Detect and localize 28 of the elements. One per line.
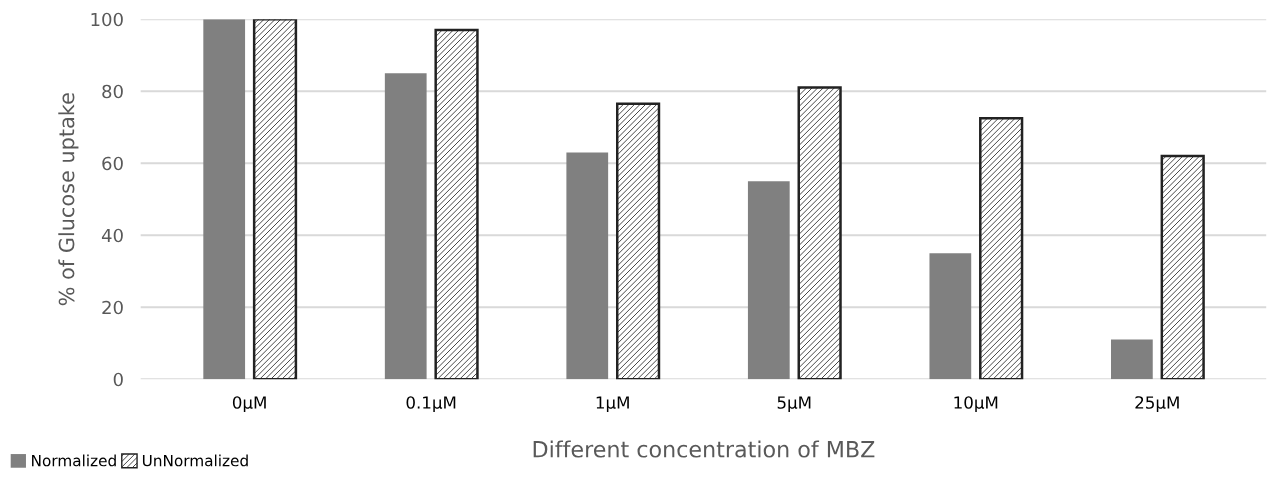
y-axis-title: % of Glucose uptake (58, 93, 79, 306)
x-tick-label: 1µM (596, 396, 629, 412)
y-tick-label: 80 (102, 84, 123, 99)
legend-label: UnNormalized (142, 454, 248, 467)
bar (566, 152, 609, 380)
y-tick-label: 100 (91, 12, 123, 27)
bar (1160, 154, 1205, 380)
x-tick-label: 5µM (777, 396, 811, 412)
x-tick-label: 0µM (232, 396, 266, 412)
y-tick-label: 20 (102, 300, 123, 315)
bar (203, 19, 246, 380)
bar (979, 116, 1024, 380)
bar (1111, 339, 1153, 380)
y-tick-label: 0 (113, 372, 123, 387)
bar (434, 28, 479, 380)
y-tick-label: 40 (101, 228, 123, 243)
bar (384, 73, 427, 380)
x-tick-label: 10µM (954, 396, 998, 412)
legend-label: Normalized (32, 454, 116, 467)
x-axis-title: Different concentration of MBZ (533, 440, 875, 458)
bar (252, 19, 298, 380)
bar (615, 102, 661, 380)
bar (747, 181, 790, 380)
bar (929, 253, 972, 380)
bar (797, 86, 842, 380)
y-tick-label: 60 (102, 156, 123, 171)
x-tick-label: 0.1µM (406, 396, 456, 412)
x-tick-label: 25µM (1135, 396, 1179, 412)
